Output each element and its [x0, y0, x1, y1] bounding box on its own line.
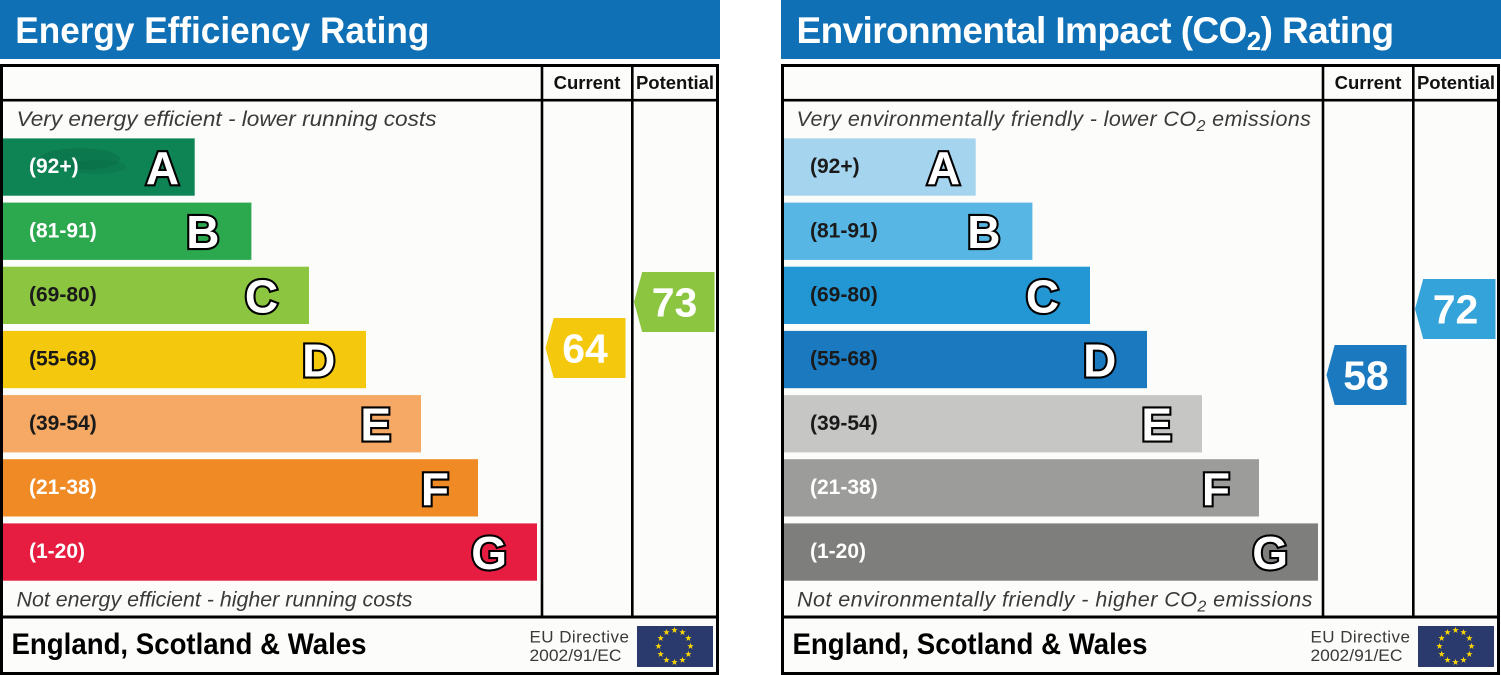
- svg-text:F: F: [421, 463, 449, 515]
- svg-text:2002/91/EC: 2002/91/EC: [1311, 646, 1403, 665]
- svg-text:EU Directive: EU Directive: [1311, 628, 1411, 647]
- svg-text:(69-80): (69-80): [29, 284, 97, 307]
- svg-text:G: G: [471, 527, 507, 579]
- svg-text:EU Directive: EU Directive: [530, 628, 630, 647]
- svg-text:D: D: [302, 335, 335, 387]
- svg-text:England, Scotland & Wales: England, Scotland & Wales: [793, 628, 1148, 661]
- svg-text:(69-80): (69-80): [810, 284, 878, 307]
- svg-text:58: 58: [1343, 353, 1389, 399]
- svg-text:(21-38): (21-38): [810, 476, 878, 499]
- svg-text:Potential: Potential: [636, 72, 714, 93]
- svg-text:73: 73: [652, 280, 698, 326]
- svg-text:E: E: [1141, 399, 1172, 451]
- svg-text:C: C: [245, 270, 278, 322]
- svg-text:England, Scotland & Wales: England, Scotland & Wales: [12, 628, 367, 661]
- svg-text:(55-68): (55-68): [29, 348, 97, 371]
- svg-text:A: A: [146, 142, 179, 194]
- svg-text:(55-68): (55-68): [810, 348, 878, 371]
- svg-text:(81-91): (81-91): [29, 219, 97, 242]
- svg-text:(1-20): (1-20): [29, 540, 85, 563]
- svg-text:Energy Efficiency Rating: Energy Efficiency Rating: [15, 10, 429, 51]
- svg-text:F: F: [1202, 463, 1230, 515]
- svg-text:64: 64: [562, 326, 608, 372]
- svg-text:(39-54): (39-54): [810, 412, 878, 435]
- svg-text:Potential: Potential: [1417, 72, 1495, 93]
- svg-text:Environmental Impact (CO2) Rat: Environmental Impact (CO2) Rating: [797, 10, 1394, 56]
- svg-text:Very environmentally friendly: Very environmentally friendly - lower CO…: [797, 107, 1312, 135]
- svg-text:(1-20): (1-20): [810, 540, 866, 563]
- svg-text:72: 72: [1433, 287, 1479, 333]
- svg-text:G: G: [1252, 527, 1288, 579]
- svg-text:D: D: [1083, 335, 1116, 387]
- svg-text:Current: Current: [1335, 72, 1402, 93]
- svg-text:(39-54): (39-54): [29, 412, 97, 435]
- svg-text:Not environmentally friendly -: Not environmentally friendly - higher CO…: [797, 588, 1313, 616]
- svg-text:Current: Current: [554, 72, 621, 93]
- svg-text:B: B: [967, 206, 1000, 258]
- svg-text:A: A: [927, 142, 960, 194]
- svg-text:Very energy efficient - lower: Very energy efficient - lower running co…: [17, 107, 437, 131]
- svg-text:C: C: [1026, 270, 1059, 322]
- svg-text:(21-38): (21-38): [29, 476, 97, 499]
- svg-text:(92+): (92+): [29, 155, 79, 178]
- svg-text:E: E: [360, 399, 391, 451]
- svg-text:Not energy efficient - higher: Not energy efficient - higher running co…: [17, 588, 413, 612]
- svg-text:2002/91/EC: 2002/91/EC: [530, 646, 622, 665]
- svg-text:(81-91): (81-91): [810, 219, 878, 242]
- svg-text:B: B: [186, 206, 219, 258]
- svg-text:(92+): (92+): [810, 155, 860, 178]
